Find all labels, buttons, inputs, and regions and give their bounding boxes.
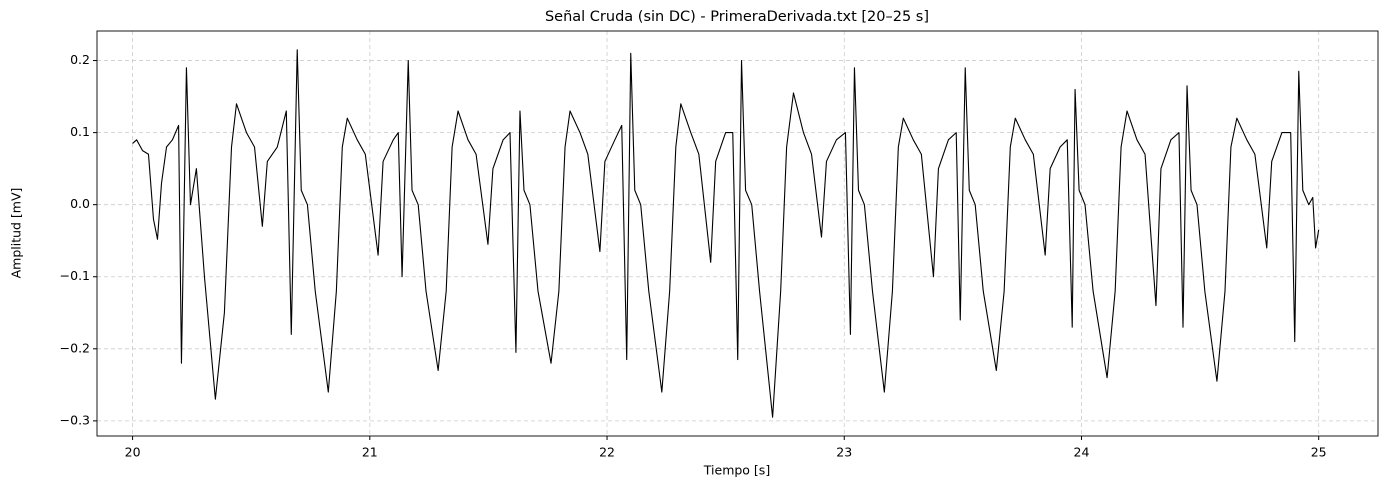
- plot-frame: [96, 30, 1379, 437]
- x-tick-label: 21: [362, 445, 378, 460]
- signal-line: [132, 49, 1320, 418]
- y-tick-label: −0.1: [60, 268, 90, 283]
- y-tick-label: 0.1: [70, 124, 90, 139]
- x-axis-label: Tiempo [s]: [703, 463, 770, 478]
- y-tick-label: −0.3: [60, 412, 90, 427]
- x-tick-label: 23: [836, 445, 852, 460]
- y-tick-label: −0.2: [60, 340, 90, 355]
- y-tick-label: 0.0: [70, 196, 90, 211]
- x-tick-label: 20: [125, 445, 141, 460]
- y-axis-label: Amplitud [mV]: [9, 188, 24, 279]
- x-tick-label: 25: [1311, 445, 1327, 460]
- chart-title: Señal Cruda (sin DC) - PrimeraDerivada.t…: [545, 9, 929, 25]
- y-tick-label: 0.2: [70, 52, 90, 67]
- x-tick-label: 24: [1074, 445, 1090, 460]
- x-tick-label: 22: [599, 445, 615, 460]
